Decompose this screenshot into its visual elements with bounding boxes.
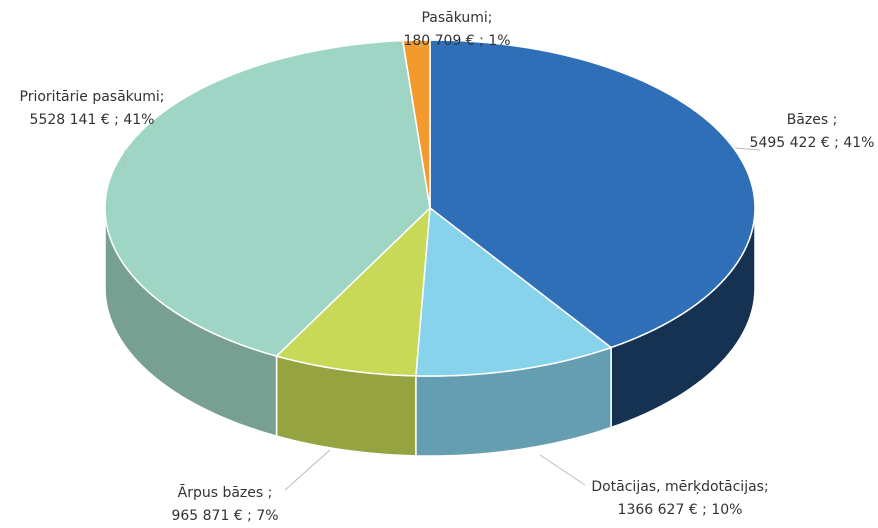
slice-label: Pasākumi; <box>421 10 492 26</box>
slice-label: Prioritārie pasākumi; <box>20 89 165 105</box>
slice <box>104 39 431 357</box>
value-label: 965 871 € ; 7% <box>171 508 278 524</box>
slice <box>401 39 431 209</box>
value-label: 1366 627 € ; 10% <box>618 502 743 518</box>
slice-label: Bāzes ; <box>787 112 838 128</box>
slice-label: Dotācijas, mērķdotācijas; <box>591 479 768 495</box>
slice <box>429 39 756 349</box>
value-label: 5528 141 € ; 41% <box>30 112 155 128</box>
slice <box>275 206 431 377</box>
value-label: 180 709 € ; 1% <box>403 33 510 49</box>
leader-line <box>284 449 331 491</box>
slice-label: Ārpus bāzes ; <box>178 484 273 501</box>
value-label: 5495 422 € ; 41% <box>750 135 875 151</box>
slice <box>415 206 613 377</box>
leader-line <box>734 147 761 151</box>
leader-line <box>539 454 586 486</box>
